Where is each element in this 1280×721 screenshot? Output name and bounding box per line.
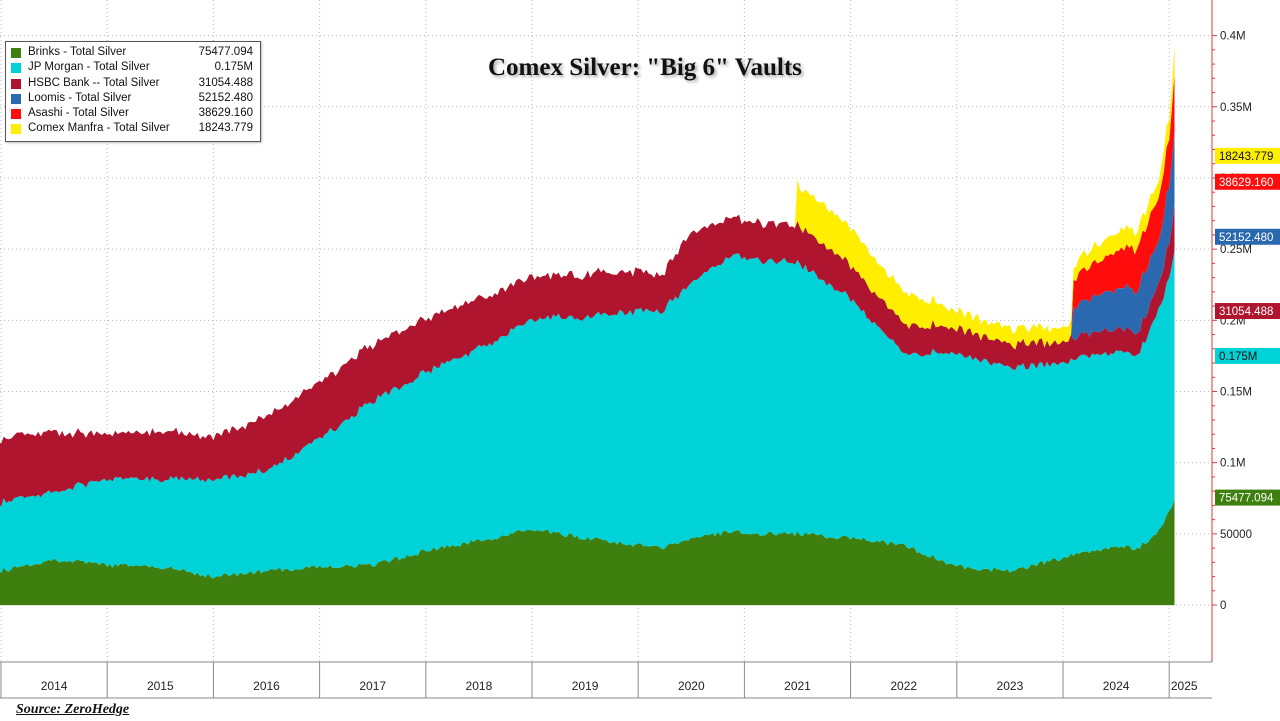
value-label-box — [1215, 347, 1280, 364]
x-tick-label: 2017 — [359, 679, 386, 693]
x-tick-label: 2016 — [253, 679, 280, 693]
series-area-0 — [0, 499, 1175, 606]
series-area-1 — [0, 250, 1175, 579]
x-tick-label: 2023 — [997, 679, 1024, 693]
legend-item-comex-manfra: Comex Manfra - Total Silver 18243.779 — [11, 121, 255, 136]
y-tick-label: 50000 — [1220, 529, 1252, 541]
legend-label-jp-morgan: JP Morgan - Total Silver — [28, 61, 150, 74]
y-tick-label: 0.15M — [1220, 387, 1252, 399]
legend-swatch-comex-manfra — [11, 124, 21, 135]
legend-swatch-jp-morgan — [11, 63, 21, 74]
legend-value-jp-morgan: 0.175M — [214, 61, 253, 74]
value-label-text: 18243.779 — [1219, 151, 1273, 163]
x-tick-label: 2019 — [572, 679, 599, 693]
legend-label-hsbc: HSBC Bank -- Total Silver — [28, 76, 160, 89]
legend-label-asashi: Asashi - Total Silver — [28, 107, 129, 120]
legend-swatch-hsbc — [11, 78, 21, 89]
legend-label-brinks: Brinks - Total Silver — [28, 46, 127, 58]
x-tick-label: 2015 — [147, 679, 174, 693]
value-label-box — [1215, 303, 1280, 320]
legend-value-loomis: 52152.480 — [198, 91, 253, 104]
legend-value-asashi: 38629.160 — [198, 107, 253, 120]
x-tick-label: 2025 — [1171, 679, 1198, 693]
legend-item-hsbc: HSBC Bank -- Total Silver 31054.488 — [11, 76, 255, 91]
x-tick-label: 2014 — [41, 679, 68, 693]
value-label-box — [1215, 147, 1280, 164]
x-tick-label: 2022 — [890, 679, 917, 693]
legend-swatch-brinks — [11, 48, 21, 58]
y-tick-label: 0.25M — [1220, 244, 1252, 256]
legend-value-comex-manfra: 18243.779 — [198, 122, 253, 135]
value-label-text: 38629.160 — [1219, 177, 1273, 189]
legend-label-comex-manfra: Comex Manfra - Total Silver — [28, 122, 170, 135]
y-tick-label: 0.35M — [1220, 102, 1252, 114]
legend-swatch-loomis — [11, 93, 21, 104]
legend: Brinks - Total Silver 75477.094 JP Morga… — [5, 41, 261, 142]
legend-item-jp-morgan: JP Morgan - Total Silver 0.175M — [11, 60, 255, 75]
value-label-text: 52152.480 — [1219, 232, 1273, 244]
value-label-box — [1215, 228, 1280, 245]
legend-item-asashi: Asashi - Total Silver 38629.160 — [11, 106, 255, 121]
value-label-box — [1215, 489, 1280, 506]
legend-value-hsbc: 31054.488 — [198, 76, 253, 89]
legend-label-loomis: Loomis - Total Silver — [28, 91, 132, 104]
last-value-labels: 75477.094 0.175M 31054.488 52152.480 38629.1… — [1215, 147, 1280, 506]
x-tick-label: 2020 — [678, 679, 705, 693]
legend-swatch-asashi — [11, 109, 21, 120]
value-label-box — [1215, 173, 1280, 190]
axes: 0500000.1M0.15M0.2M0.25M0.3M0.35M0.4M201… — [0, 0, 1252, 699]
legend-item-loomis: Loomis - Total Silver 52152.480 — [11, 91, 255, 106]
y-tick-label: 0 — [1220, 600, 1226, 612]
value-label-text: 0.175M — [1219, 351, 1257, 363]
x-tick-label: 2024 — [1103, 679, 1130, 693]
legend-value-brinks: 75477.094 — [198, 46, 253, 58]
series-areas — [0, 45, 1175, 606]
legend-item-brinks: Brinks - Total Silver 75477.094 — [11, 45, 255, 60]
y-tick-label: 0.1M — [1220, 458, 1246, 470]
source-note: Source: ZeroHedge — [16, 702, 130, 717]
value-label-text: 75477.094 — [1219, 493, 1274, 505]
chart-title: Comex Silver: "Big 6" Vaults — [488, 54, 802, 81]
value-label-text: 31054.488 — [1219, 306, 1273, 318]
x-tick-label: 2021 — [784, 679, 811, 693]
series-area-2 — [0, 204, 1175, 507]
y-tick-label: 0.4M — [1220, 31, 1246, 43]
x-tick-label: 2018 — [466, 679, 493, 693]
